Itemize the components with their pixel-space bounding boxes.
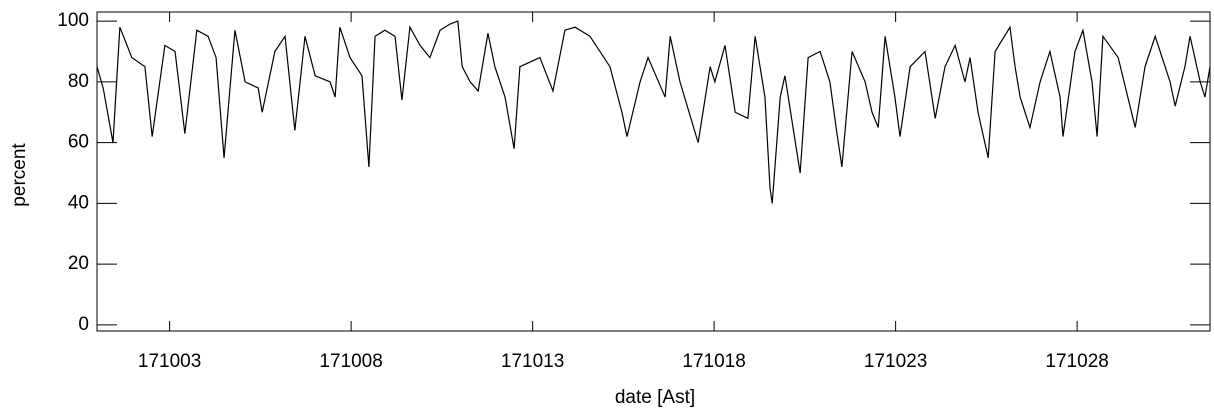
plot-frame	[96, 11, 1211, 332]
data-line	[96, 20, 1211, 204]
y-axis-label: percent	[9, 143, 30, 207]
y-tick-label: 60	[68, 132, 89, 153]
x-tick-label: 171018	[682, 351, 745, 372]
x-tick-label: 171013	[501, 351, 564, 372]
y-tick-label: 0	[78, 314, 89, 335]
x-tick-label: 171003	[138, 351, 201, 372]
x-tick-label: 171008	[319, 351, 382, 372]
x-axis-label: date [Ast]	[615, 387, 695, 408]
y-tick-label: 100	[57, 10, 89, 31]
y-tick-label: 80	[68, 71, 89, 92]
y-tick-label: 40	[68, 192, 89, 213]
x-tick-label: 171028	[1045, 351, 1108, 372]
x-tick-label: 171023	[864, 351, 927, 372]
y-tick-label: 20	[68, 253, 89, 274]
